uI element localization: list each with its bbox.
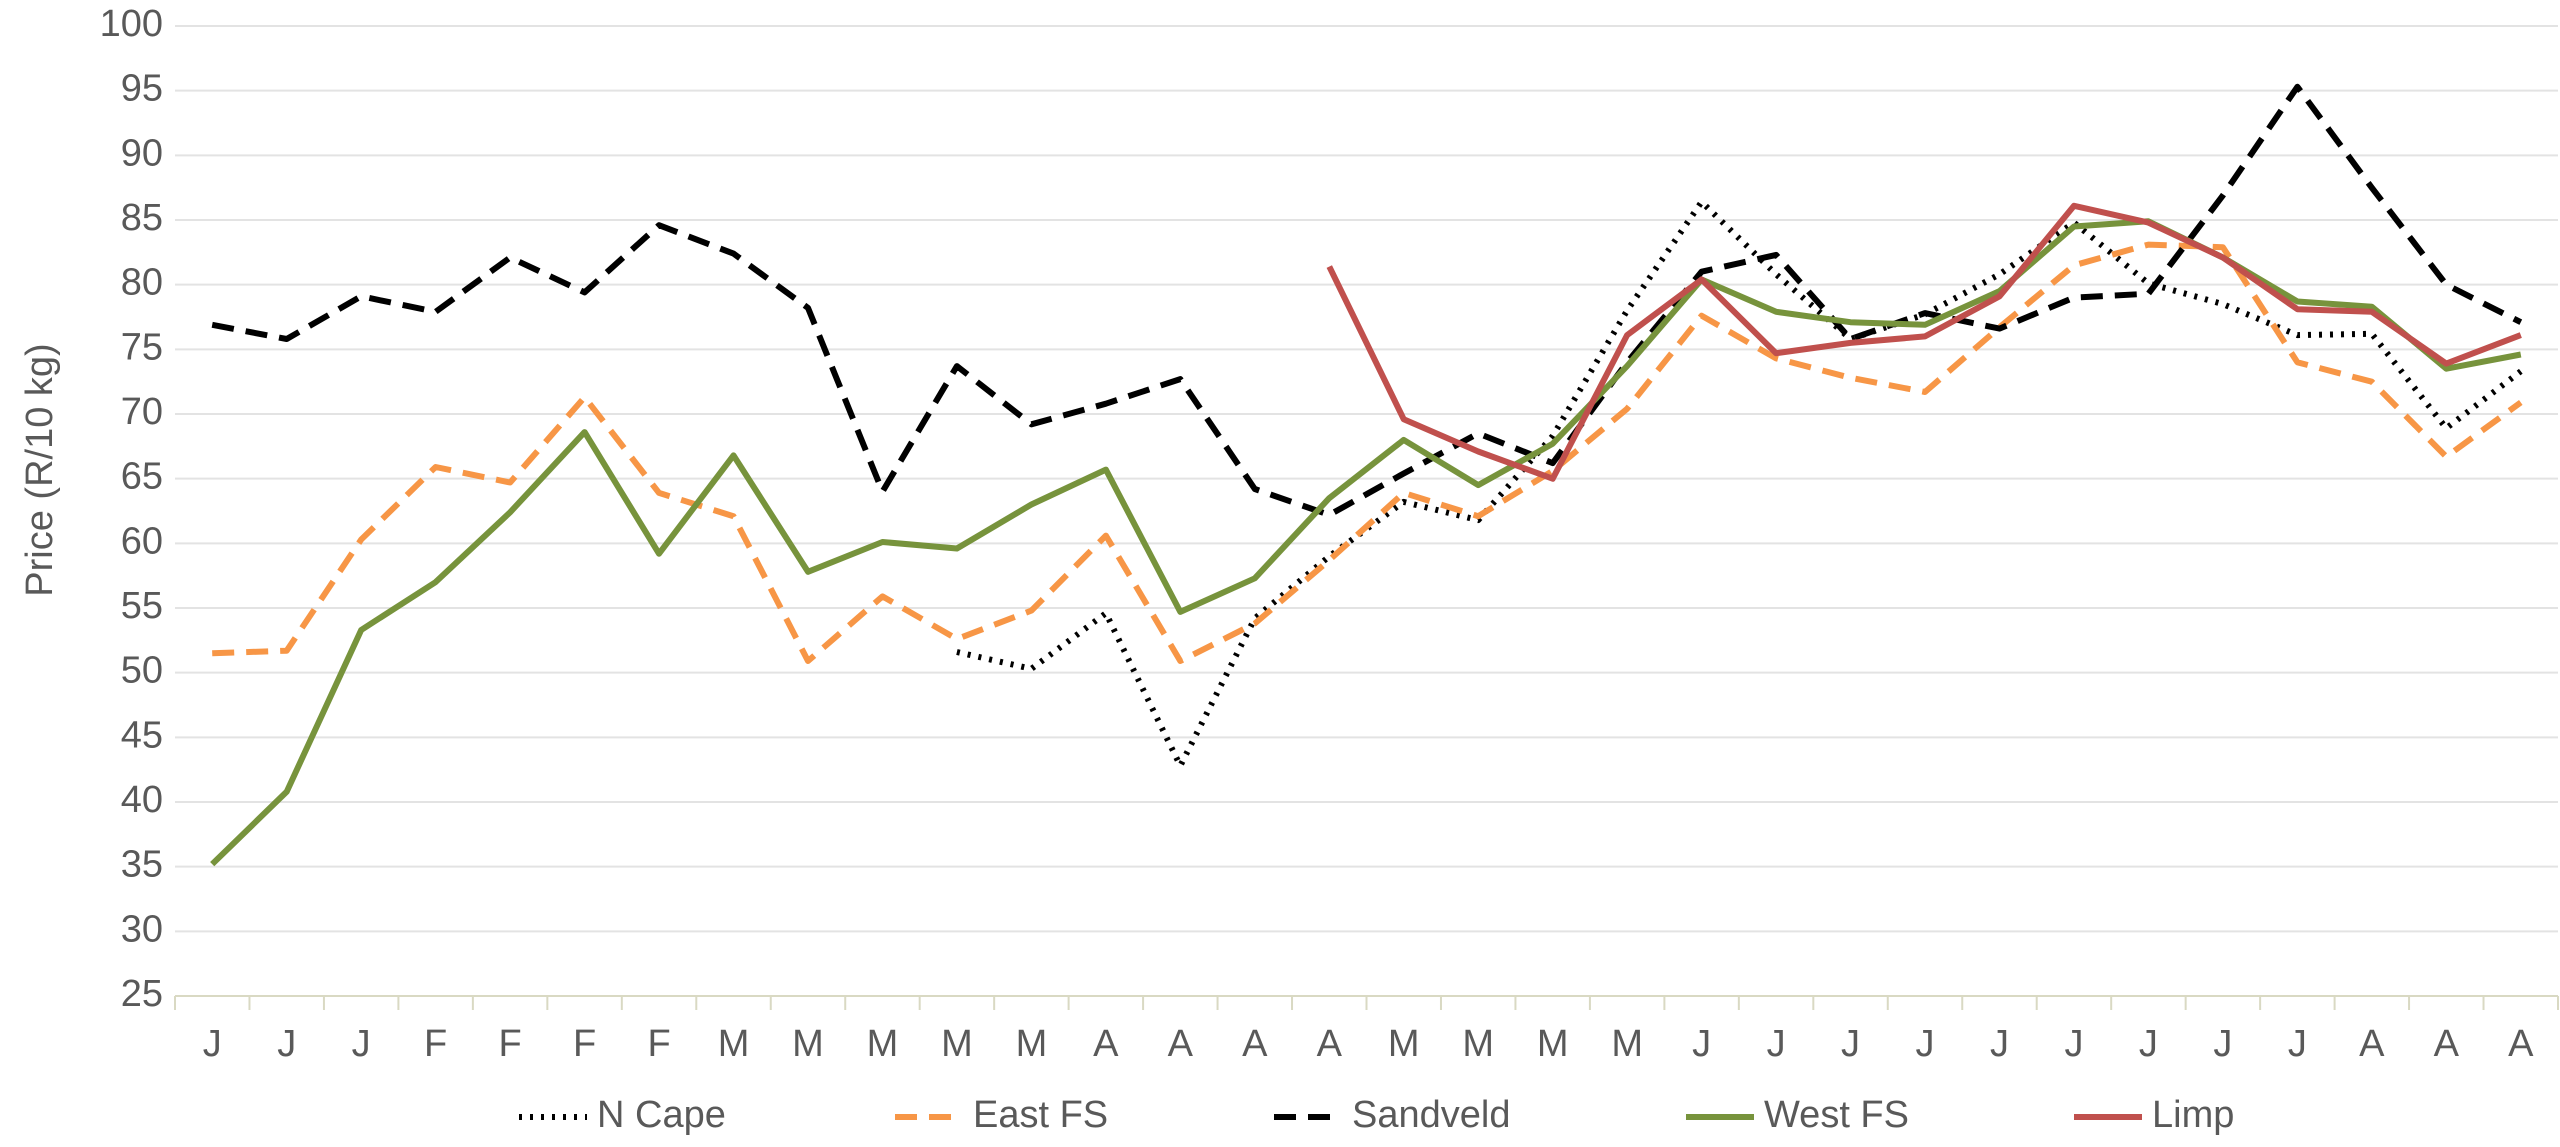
legend-label: East FS <box>973 1094 1108 1136</box>
x-tick-label: M <box>867 1023 899 1065</box>
x-tick-label: A <box>1242 1023 1268 1065</box>
y-axis-label: Price (R/10 kg) <box>19 343 61 596</box>
series-line <box>212 241 2523 664</box>
y-tick-label: 55 <box>121 585 163 627</box>
x-tick-label: J <box>1767 1023 1786 1065</box>
y-tick-label: 35 <box>121 844 163 886</box>
y-tick-label: 75 <box>121 326 163 368</box>
x-tick-label: M <box>718 1023 750 1065</box>
legend-label: Limp <box>2152 1094 2234 1136</box>
y-tick-label: 70 <box>121 391 163 433</box>
x-tick-label: F <box>573 1023 596 1065</box>
y-tick-label: 30 <box>121 908 163 950</box>
x-tick-label: M <box>1462 1023 1494 1065</box>
legend-label: West FS <box>1764 1094 1909 1136</box>
x-tick-label: J <box>2139 1023 2158 1065</box>
y-tick-label: 50 <box>121 650 163 692</box>
x-tick-label: F <box>424 1023 447 1065</box>
x-tick-label: A <box>1093 1023 1119 1065</box>
y-tick-label: 45 <box>121 714 163 756</box>
series-line <box>1326 202 2522 482</box>
x-tick-label: J <box>2288 1023 2307 1065</box>
x-tick-label: J <box>2064 1023 2083 1065</box>
x-tick-label: M <box>1611 1023 1643 1065</box>
y-tick-label: 100 <box>100 3 163 45</box>
x-tick-label: A <box>2434 1023 2460 1065</box>
x-tick-label: J <box>1990 1023 2009 1065</box>
x-tick-label: J <box>1692 1023 1711 1065</box>
x-tick-label: A <box>1168 1023 1194 1065</box>
x-tick-label: F <box>647 1023 670 1065</box>
x-tick-label: J <box>277 1023 296 1065</box>
x-tick-label: A <box>2508 1023 2534 1065</box>
x-tick-label: A <box>2359 1023 2385 1065</box>
x-tick-label: M <box>941 1023 973 1065</box>
legend-label: Sandveld <box>1352 1094 1510 1136</box>
x-tick-label: J <box>2213 1023 2232 1065</box>
y-tick-label: 85 <box>121 197 163 239</box>
x-tick-label: A <box>1317 1023 1343 1065</box>
y-tick-label: 25 <box>121 973 163 1015</box>
y-tick-label: 60 <box>121 520 163 562</box>
x-tick-label: M <box>1537 1023 1569 1065</box>
legend-label: N Cape <box>597 1094 726 1136</box>
x-tick-label: J <box>203 1023 222 1065</box>
x-tick-label: J <box>1916 1023 1935 1065</box>
x-tick-label: M <box>1016 1023 1048 1065</box>
x-tick-label: J <box>1841 1023 1860 1065</box>
x-tick-label: J <box>352 1023 371 1065</box>
x-tick-label: F <box>499 1023 522 1065</box>
y-tick-label: 65 <box>121 456 163 498</box>
x-tick-label: M <box>1388 1023 1420 1065</box>
y-tick-label: 95 <box>121 68 163 110</box>
series-line <box>211 83 2523 518</box>
x-tick-label: M <box>792 1023 824 1065</box>
y-tick-label: 90 <box>121 132 163 174</box>
y-tick-label: 40 <box>121 779 163 821</box>
y-tick-label: 80 <box>121 262 163 304</box>
series-line <box>956 198 2523 769</box>
